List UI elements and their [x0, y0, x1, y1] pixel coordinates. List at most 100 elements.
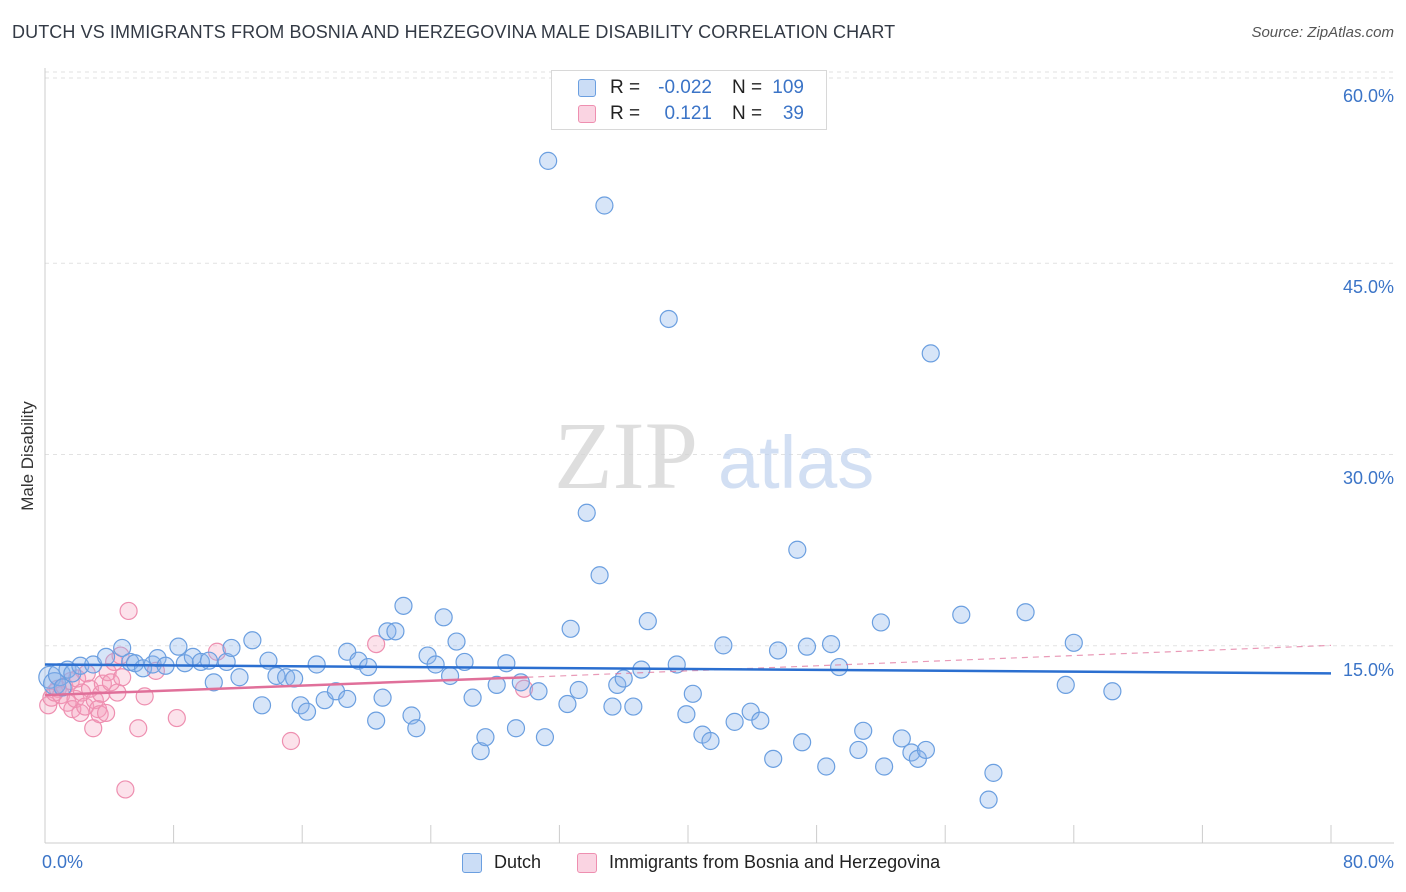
chart-source: Source: ZipAtlas.com: [1251, 24, 1394, 41]
dutch-point: [590, 566, 609, 585]
dutch-point: [434, 608, 453, 627]
dutch-point: [367, 711, 386, 730]
n-label: N =: [732, 103, 763, 124]
dutch-point: [817, 757, 836, 776]
dutch-point: [892, 729, 911, 748]
dutch-point: [230, 668, 249, 687]
dutch-point: [506, 719, 526, 738]
bosnia-legend-swatch: [577, 853, 597, 873]
series-legend: Dutch Immigrants from Bosnia and Herzego…: [0, 852, 1406, 880]
dutch-swatch: [578, 79, 596, 97]
dutch-point: [725, 712, 744, 731]
trend-lines: [44, 644, 1332, 697]
dutch-point: [426, 655, 445, 674]
y-tick-label-30: 30.0%: [1342, 468, 1394, 488]
dutch-point: [394, 596, 413, 615]
dutch-point: [349, 651, 368, 670]
axes: [44, 68, 1394, 844]
dutch-point: [1064, 633, 1083, 652]
dutch-point: [638, 612, 657, 631]
dutch-point: [854, 721, 873, 740]
y-tick-label-60: 60.0%: [1342, 86, 1394, 106]
bosnia-point: [90, 705, 109, 724]
dutch-point: [764, 749, 783, 768]
dutch-point: [595, 196, 614, 215]
bosnia-trend-line: [44, 676, 528, 697]
dutch-point: [1103, 682, 1122, 701]
dutch-point: [1016, 603, 1035, 622]
r-value: 0.121: [664, 103, 712, 124]
y-tick-label-15: 15.0%: [1342, 660, 1394, 680]
dutch-point: [169, 637, 188, 656]
correlation-legend: R = -0.022 N = 109 R = 0.121 N = 39: [551, 70, 827, 130]
n-label: N =: [732, 77, 763, 98]
dutch-point: [921, 344, 940, 363]
dutch-point: [677, 705, 696, 724]
dutch-point: [714, 636, 733, 655]
dutch-point: [252, 696, 272, 715]
dutch-point: [916, 740, 936, 760]
dutch-point: [529, 682, 548, 701]
dutch-point: [386, 622, 405, 641]
dutch-point: [830, 657, 849, 677]
dutch-point: [113, 638, 132, 658]
x-tick-label-max: 80.0%: [1342, 852, 1394, 872]
dutch-point: [701, 731, 720, 751]
dutch-point: [53, 678, 72, 697]
bosnia-point: [167, 708, 186, 728]
dutch-point: [476, 728, 495, 747]
bosnia-point: [116, 780, 135, 799]
dutch-point: [297, 702, 317, 721]
dutch-point: [558, 694, 577, 714]
dutch-point: [952, 605, 971, 624]
dutch-point: [561, 619, 580, 638]
dutch-point: [487, 675, 506, 695]
dutch-point: [338, 689, 357, 709]
dutch-point: [667, 655, 686, 674]
dutch-trend-line: [44, 663, 1332, 675]
dutch-point: [624, 697, 643, 716]
legend-row-bosnia: R = 0.121 N = 39: [552, 101, 826, 127]
gridlines: [45, 71, 1394, 647]
legend-row-dutch: R = -0.022 N = 109: [552, 75, 826, 101]
dutch-point: [797, 637, 817, 656]
dutch-point: [788, 540, 807, 559]
dutch-point: [243, 631, 262, 650]
dutch-point: [539, 151, 558, 170]
bosnia-point: [98, 663, 117, 682]
x-tick-label-min: 0.0%: [42, 852, 84, 872]
watermark-atlas: atlas: [718, 421, 874, 504]
dutch-point: [267, 666, 286, 686]
dutch-point: [875, 757, 894, 776]
bosnia-trend-extension: [527, 644, 1332, 678]
dutch-point: [373, 688, 392, 707]
dutch-point: [471, 742, 490, 761]
dutch-point: [821, 634, 841, 654]
dutch-point: [96, 647, 116, 666]
dutch-point: [569, 680, 588, 700]
n-value: 39: [782, 103, 804, 124]
dutch-point: [204, 673, 223, 692]
dutch-point: [577, 503, 596, 522]
bosnia-point: [119, 601, 138, 621]
dutch-point: [683, 684, 702, 703]
chart-title: DUTCH VS IMMIGRANTS FROM BOSNIA AND HERZ…: [12, 22, 896, 42]
dutch-point: [222, 638, 241, 658]
bosnia-swatch: [578, 105, 596, 123]
bosnia-point: [96, 703, 116, 723]
bosnia-point: [281, 731, 301, 751]
bosnia-point: [101, 673, 121, 692]
dutch-point: [979, 790, 998, 809]
series-bosnia-points: [39, 601, 534, 799]
bosnia-point: [367, 634, 386, 654]
dutch-point: [535, 728, 555, 747]
watermark-zip: ZIP: [554, 402, 698, 509]
dutch-point: [849, 740, 868, 760]
bosnia-point: [113, 668, 132, 687]
dutch-point: [1056, 675, 1075, 695]
y-axis-label: Male Disability: [18, 401, 37, 511]
r-label: R =: [610, 77, 641, 98]
dutch-point: [984, 763, 1003, 782]
dutch-point: [497, 654, 516, 673]
